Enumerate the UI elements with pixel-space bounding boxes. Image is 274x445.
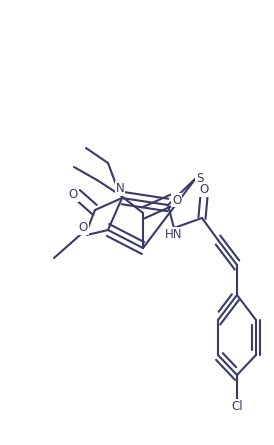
Text: S: S [196, 171, 203, 185]
Text: N: N [116, 182, 124, 195]
Text: Cl: Cl [231, 400, 243, 413]
Text: HN: HN [165, 228, 183, 241]
Text: O: O [172, 194, 181, 206]
Text: O: O [79, 222, 88, 235]
Text: O: O [199, 183, 209, 196]
Text: O: O [69, 189, 78, 202]
